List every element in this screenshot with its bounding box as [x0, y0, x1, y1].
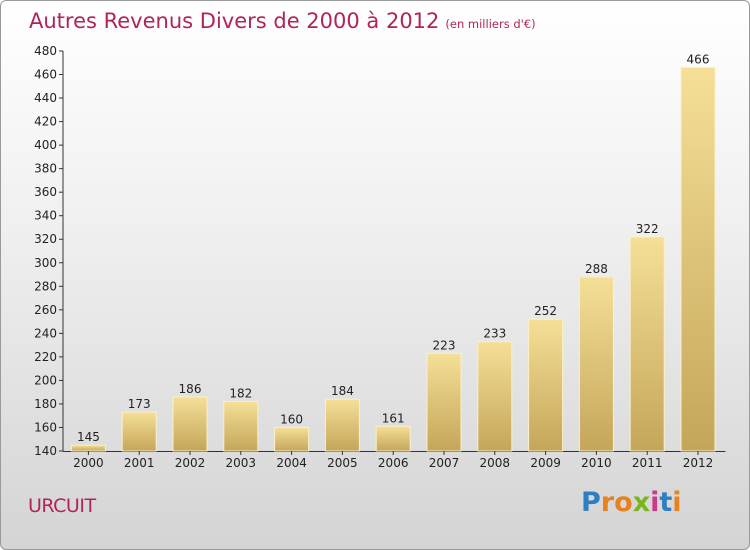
data-label: 173 [128, 397, 151, 411]
data-label: 223 [433, 338, 456, 352]
logo-letter: P [581, 487, 601, 518]
data-label: 145 [77, 430, 100, 444]
x-tick-label: 2007 [429, 456, 460, 470]
bar [477, 341, 513, 452]
x-tick-label: 2000 [73, 456, 104, 470]
y-tick-label: 400 [34, 138, 57, 152]
y-tick-label: 240 [34, 326, 57, 340]
bar [172, 396, 208, 452]
y-tick-label: 220 [34, 350, 57, 364]
y-tick-label: 180 [34, 397, 57, 411]
x-tick-label: 2011 [632, 456, 663, 470]
chart-title: Autres Revenus Divers de 2000 à 2012 (en … [29, 9, 536, 33]
x-tick-label: 2002 [175, 456, 206, 470]
y-tick-label: 300 [34, 256, 57, 270]
logo-letter: x [632, 487, 651, 518]
y-tick-label: 200 [34, 373, 57, 387]
y-tick-label: 420 [34, 115, 57, 129]
logo-letter: i [650, 487, 660, 518]
y-tick-label: 460 [34, 68, 57, 82]
x-tick-label: 2006 [378, 456, 409, 470]
bar [578, 276, 614, 452]
logo-letter: i [672, 487, 682, 518]
logo-letter: r [600, 487, 615, 518]
data-label: 160 [280, 412, 303, 426]
x-tick-label: 2001 [124, 456, 155, 470]
y-tick-label: 480 [34, 44, 57, 58]
y-tick-label: 340 [34, 209, 57, 223]
bar [426, 352, 462, 452]
x-tick-label: 2005 [327, 456, 358, 470]
data-label: 182 [229, 387, 252, 401]
bar [223, 401, 259, 452]
chart-title-main: Autres Revenus Divers de 2000 à 2012 [29, 9, 440, 33]
x-tick-label: 2010 [581, 456, 612, 470]
bar [324, 398, 360, 452]
y-tick-label: 440 [34, 91, 57, 105]
x-tick-label: 2008 [480, 456, 511, 470]
bar [680, 66, 716, 452]
data-label: 288 [585, 262, 608, 276]
logo-letter: o [614, 487, 633, 518]
data-label: 184 [331, 384, 354, 398]
data-label: 186 [179, 382, 202, 396]
data-label: 466 [687, 52, 710, 66]
y-tick-label: 260 [34, 303, 57, 317]
x-tick-label: 2012 [683, 456, 714, 470]
x-tick-label: 2004 [276, 456, 307, 470]
data-label: 161 [382, 411, 405, 425]
bar [375, 425, 411, 452]
y-tick-label: 360 [34, 185, 57, 199]
y-tick-label: 140 [34, 444, 57, 458]
chart-title-unit: (en milliers d'€) [445, 17, 536, 31]
y-tick-label: 280 [34, 279, 57, 293]
y-tick-label: 380 [34, 162, 57, 176]
x-tick-label: 2003 [226, 456, 257, 470]
data-label: 252 [534, 304, 557, 318]
y-tick-label: 160 [34, 420, 57, 434]
proxiti-logo[interactable]: Proxiti [581, 487, 682, 518]
bar [121, 411, 157, 452]
commune-name: URCUIT [28, 495, 96, 517]
bar [274, 426, 310, 452]
x-tick-label: 2009 [530, 456, 561, 470]
data-label: 322 [636, 222, 659, 236]
data-label: 233 [483, 327, 506, 341]
bar [70, 444, 106, 452]
bar [629, 236, 665, 452]
y-tick-label: 320 [34, 232, 57, 246]
logo-letter: t [659, 487, 673, 518]
bar [528, 318, 564, 452]
